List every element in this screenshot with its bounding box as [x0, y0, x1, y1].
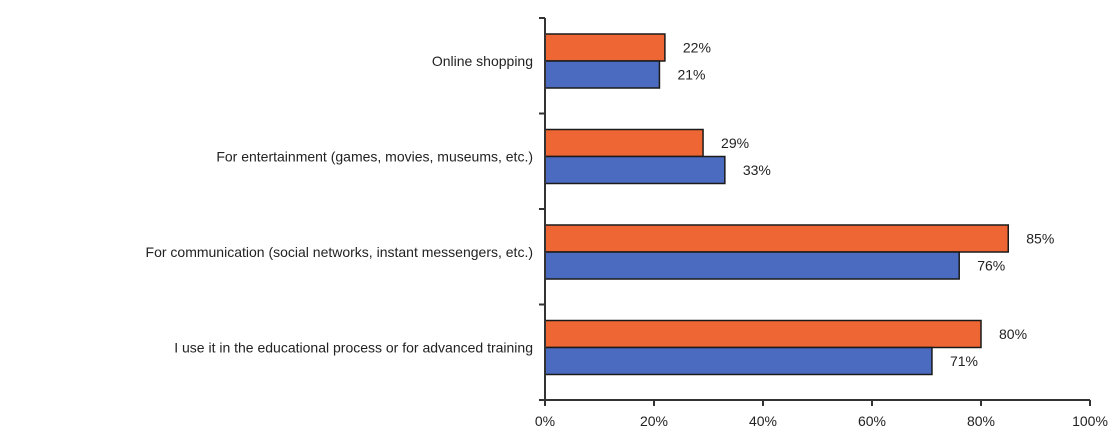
- category-label: For entertainment (games, movies, museum…: [216, 149, 533, 165]
- category-label: I use it in the educational process or f…: [174, 340, 533, 356]
- x-axis-ticks: 0% 20% 40% 60% 80% 100%: [535, 400, 1108, 429]
- bar: [544, 155, 726, 185]
- bar-value-label: 80%: [999, 326, 1027, 342]
- x-tick-label: 60%: [858, 413, 886, 429]
- bar: [544, 128, 704, 158]
- bar: [544, 60, 661, 89]
- x-tick-label: 0%: [535, 413, 555, 429]
- x-tick-label: 80%: [967, 413, 995, 429]
- bar-value-label: 22%: [683, 40, 711, 56]
- bar: [544, 33, 666, 62]
- value-labels: 22% 21% 29% 33% 85% 76% 80% 71%: [677, 40, 1054, 370]
- bar-value-label: 71%: [950, 353, 978, 369]
- category-label: Online shopping: [432, 53, 533, 69]
- x-tick-label: 100%: [1072, 413, 1108, 429]
- bar-value-label: 33%: [743, 162, 771, 178]
- bar: [544, 319, 982, 349]
- bar-value-label: 85%: [1026, 231, 1054, 247]
- category-label: For communication (social networks, inst…: [146, 244, 533, 260]
- x-tick-label: 20%: [640, 413, 668, 429]
- bar-value-label: 21%: [677, 67, 705, 83]
- bar: [544, 224, 1009, 253]
- bar: [544, 346, 933, 376]
- axes: [539, 17, 1090, 401]
- category-labels: Online shopping For entertainment (games,…: [146, 53, 533, 356]
- bar-value-label: 76%: [977, 258, 1005, 274]
- x-tick-label: 40%: [749, 413, 777, 429]
- bar-value-label: 29%: [721, 135, 749, 151]
- bars: [544, 33, 1009, 376]
- bar: [544, 251, 960, 280]
